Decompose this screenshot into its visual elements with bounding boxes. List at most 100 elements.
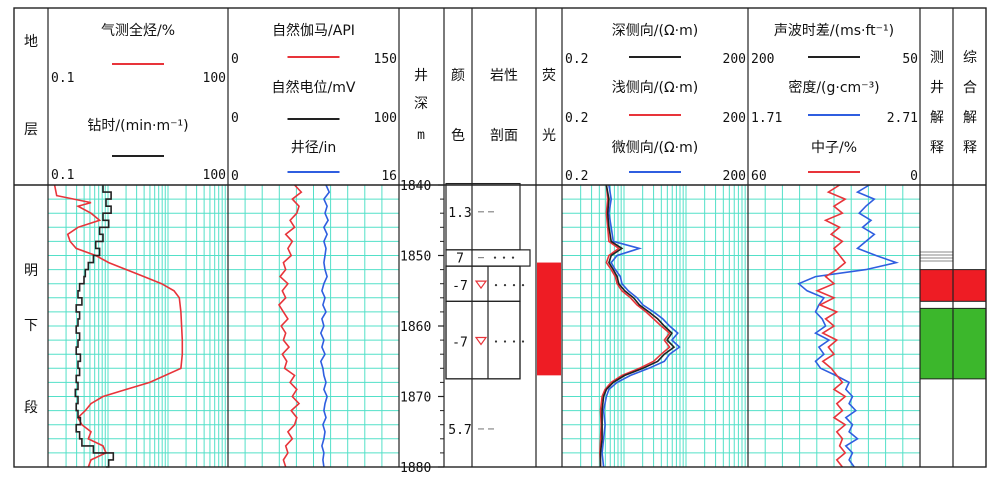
- sonic-title: 声波时差/(ms·ft⁻¹): [774, 23, 894, 39]
- deep-lat-scale-min: 0.2: [565, 52, 588, 67]
- curve-micro-laterolog: [601, 184, 681, 468]
- gas-total-title: 气测全烃/%: [101, 22, 175, 39]
- curve-drill-time: [74, 185, 115, 468]
- depth-label: 井: [414, 68, 428, 84]
- gamma-ray-title: 自然伽马/API: [272, 22, 355, 39]
- color-value: 5.7: [448, 423, 471, 438]
- sand-dot: [493, 256, 497, 259]
- curve-neutron: [815, 184, 847, 468]
- grid-lines: [47, 184, 920, 468]
- well-interp-interval: [919, 269, 954, 302]
- comp-interp-label: 解: [963, 110, 977, 126]
- lithology-label: 岩性: [490, 68, 518, 84]
- caliper-scale-max: 16: [381, 169, 397, 184]
- gamma-ray-scale-max: 150: [374, 52, 397, 67]
- sp-scale-min: 0: [231, 111, 239, 126]
- sonic-scale-min: 200: [751, 52, 774, 67]
- curve-layer: [53, 184, 900, 468]
- curve-shallow-laterolog: [599, 184, 671, 468]
- fluorescence-label: 荧: [542, 67, 556, 84]
- oil-show-triangle: [474, 336, 488, 346]
- curve-gamma-ray: [277, 184, 303, 468]
- well-interp-label: 释: [930, 140, 944, 156]
- sand-dot: [494, 340, 498, 343]
- sand-dot: [521, 340, 525, 343]
- sp-title: 自然电位/mV: [272, 79, 356, 96]
- comp-interp-label: 合: [963, 80, 977, 96]
- formation-label: 下: [24, 318, 38, 334]
- sand-dot: [511, 256, 515, 259]
- curve-deep-laterolog: [599, 184, 676, 467]
- color-label: 色: [451, 127, 465, 144]
- curve-gas-total: [53, 184, 184, 468]
- strata-label: 层: [24, 122, 38, 138]
- sand-dot: [521, 284, 525, 287]
- outer-border: [13, 7, 987, 468]
- sand-dot: [512, 340, 516, 343]
- sonic-scale-max: 50: [902, 52, 918, 67]
- comp-interp-interval: [952, 269, 987, 302]
- well-interp-label: 井: [930, 80, 944, 96]
- color-value: 1.3: [448, 206, 471, 221]
- neutron-scale-min: 60: [751, 169, 767, 184]
- depth-label: 深: [414, 96, 428, 112]
- curve-density: [797, 184, 900, 468]
- well-interp-label: 解: [930, 110, 944, 126]
- depth-tick-label: 1880: [400, 461, 431, 476]
- fluorescence-bar: [537, 262, 561, 376]
- sand-dot: [512, 284, 516, 287]
- neutron-scale-max: 0: [910, 169, 918, 184]
- micro-lat-title: 微侧向/(Ω·m): [612, 140, 698, 156]
- sand-dot: [502, 256, 506, 259]
- lithology-box: [445, 265, 521, 380]
- depth-tick-label: 1840: [400, 179, 431, 194]
- deep-lat-title: 深侧向/(Ω·m): [612, 23, 698, 39]
- micro-lat-scale-min: 0.2: [565, 169, 588, 184]
- depth-tick-label: 1850: [400, 250, 431, 265]
- strata-label: 地: [24, 34, 38, 50]
- density-scale-max: 2.71: [887, 111, 918, 126]
- depth-tick-label: 1870: [400, 391, 431, 406]
- formation-label: 明: [24, 263, 38, 279]
- depth-unit: m: [417, 128, 425, 143]
- micro-lat-scale-max: 200: [723, 169, 746, 184]
- density-title: 密度/(g·cm⁻³): [788, 79, 879, 96]
- sand-dot: [494, 284, 498, 287]
- color-label: 颜: [451, 68, 465, 84]
- sp-scale-max: 100: [374, 111, 397, 126]
- comp-interp-label: 释: [963, 140, 977, 156]
- chart-frame: [13, 7, 987, 468]
- gamma-ray-scale-min: 0: [231, 52, 239, 67]
- interpretation-layer: [445, 182, 987, 430]
- neutron-title: 中子/%: [811, 140, 857, 156]
- well-interp-interval: [919, 307, 954, 380]
- curve-caliper: [319, 184, 331, 468]
- depth-tick-label: 1860: [400, 320, 431, 335]
- shallow-lat-title: 浅侧向/(Ω·m): [612, 80, 698, 96]
- gas-total-scale-max: 100: [203, 71, 226, 86]
- comp-interp-label: 综: [963, 50, 977, 66]
- lithology-label: 剖面: [490, 128, 518, 144]
- oil-show-triangle: [474, 280, 488, 290]
- density-scale-min: 1.71: [751, 111, 782, 126]
- deep-lat-scale-max: 200: [723, 52, 746, 67]
- drill-time-title: 钻时/(min·m⁻¹): [87, 118, 188, 134]
- caliper-scale-min: 0: [231, 169, 239, 184]
- fluorescence-label: 光: [542, 128, 556, 144]
- caliper-title: 井径/in: [291, 140, 336, 156]
- sand-dot: [503, 284, 507, 287]
- shallow-lat-scale-max: 200: [723, 111, 746, 126]
- drill-time-scale-min: 0.1: [51, 168, 74, 183]
- formation-label: 段: [24, 400, 38, 416]
- color-value: -7: [452, 336, 468, 351]
- drill-time-scale-max: 100: [203, 168, 226, 183]
- shallow-lat-scale-min: 0.2: [565, 111, 588, 126]
- gas-total-scale-min: 0.1: [51, 71, 74, 86]
- sand-dot: [503, 340, 507, 343]
- color-value: -7: [452, 279, 468, 294]
- color-value: 7: [456, 252, 464, 267]
- comp-interp-interval: [952, 307, 987, 380]
- well-interp-label: 测: [930, 50, 944, 66]
